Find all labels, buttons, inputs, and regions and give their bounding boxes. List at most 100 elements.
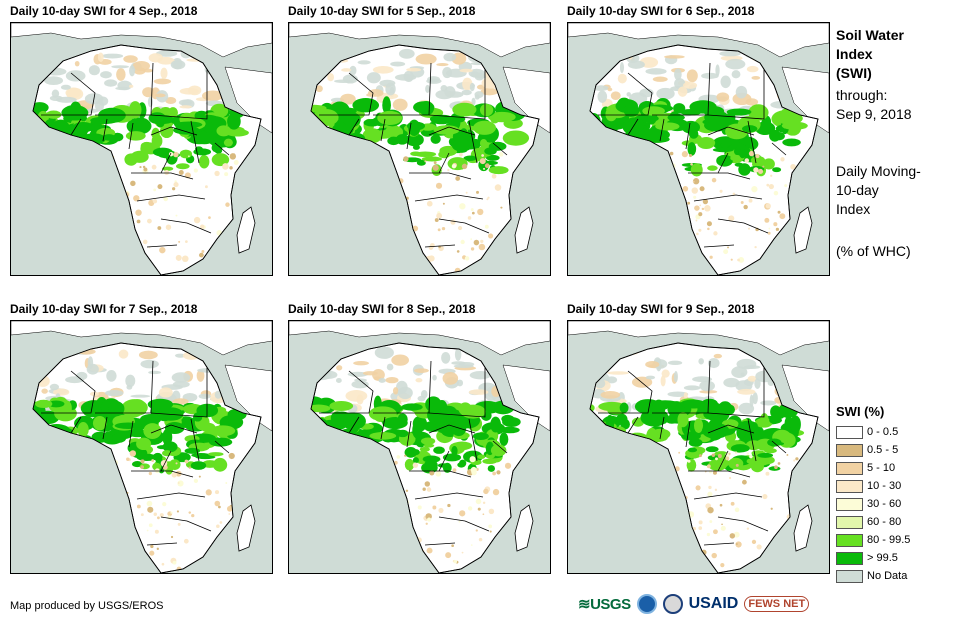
fews-net-logo: FEWS NET bbox=[744, 596, 810, 612]
africa-map bbox=[288, 22, 551, 276]
country-border bbox=[160, 218, 212, 234]
country-border bbox=[707, 69, 765, 120]
country-border bbox=[717, 450, 729, 472]
country-border bbox=[131, 172, 194, 180]
country-border bbox=[438, 450, 450, 472]
legend-swatch bbox=[836, 479, 863, 493]
legend-swatch bbox=[836, 425, 863, 439]
africa-map bbox=[288, 320, 551, 574]
country-border bbox=[438, 218, 490, 234]
africa-map bbox=[567, 320, 830, 574]
map-panel: Daily 10-day SWI for 5 Sep., 2018 bbox=[288, 4, 551, 276]
africa-map bbox=[10, 22, 273, 276]
country-border bbox=[409, 470, 472, 478]
europe-land bbox=[568, 23, 829, 58]
country-border bbox=[214, 142, 230, 156]
country-border bbox=[428, 69, 486, 120]
africa-map bbox=[567, 22, 830, 276]
country-border bbox=[150, 367, 208, 418]
legend-swatch bbox=[836, 569, 863, 583]
panel-title: Daily 10-day SWI for 4 Sep., 2018 bbox=[10, 4, 198, 18]
map-panel: Daily 10-day SWI for 8 Sep., 2018 bbox=[288, 302, 551, 574]
country-border bbox=[747, 120, 757, 164]
country-border bbox=[693, 492, 763, 500]
usgs-logo: ≋USGS bbox=[578, 596, 631, 613]
country-border bbox=[146, 542, 178, 546]
country-border bbox=[688, 172, 751, 180]
coastline bbox=[32, 342, 262, 573]
country-border bbox=[428, 126, 476, 136]
map-panel: Daily 10-day SWI for 9 Sep., 2018 bbox=[567, 302, 830, 574]
africa-map-svg bbox=[11, 23, 272, 275]
country-border bbox=[659, 416, 665, 440]
swi-raster bbox=[33, 49, 249, 275]
country-border bbox=[627, 118, 639, 136]
country-border bbox=[348, 416, 360, 434]
legend-item: 80 - 99.5 bbox=[836, 531, 910, 549]
country-border bbox=[160, 152, 172, 174]
country-border bbox=[160, 516, 212, 532]
country-border bbox=[707, 424, 755, 434]
country-border bbox=[688, 470, 751, 478]
africa-map-svg bbox=[289, 321, 550, 573]
arabia-land bbox=[224, 364, 272, 432]
country-border bbox=[438, 152, 450, 174]
country-border bbox=[414, 194, 484, 202]
country-border bbox=[160, 450, 172, 472]
map-panel: Daily 10-day SWI for 6 Sep., 2018 bbox=[567, 4, 830, 276]
country-border bbox=[128, 420, 134, 448]
arabia-land bbox=[224, 66, 272, 134]
coastline bbox=[310, 44, 540, 275]
country-border bbox=[428, 367, 486, 418]
africa-map-svg bbox=[568, 321, 829, 573]
country-border bbox=[406, 420, 412, 448]
country-border bbox=[128, 122, 134, 150]
legend-swatch bbox=[836, 515, 863, 529]
country-border bbox=[146, 244, 178, 248]
map-panel: Daily 10-day SWI for 7 Sep., 2018 bbox=[10, 302, 273, 574]
europe-land bbox=[568, 321, 829, 356]
country-border bbox=[468, 418, 478, 462]
country-border bbox=[414, 492, 484, 500]
country-border bbox=[627, 416, 639, 434]
legend-item: 5 - 10 bbox=[836, 459, 910, 477]
country-border bbox=[70, 118, 82, 136]
country-border bbox=[424, 244, 456, 248]
country-border bbox=[717, 516, 769, 532]
country-border bbox=[70, 416, 82, 434]
madagascar-landmass bbox=[793, 206, 813, 254]
index-title: Soil Water Index (SWI) bbox=[836, 27, 904, 81]
country-border bbox=[771, 142, 787, 156]
madagascar-landmass bbox=[236, 206, 256, 254]
credit-text: Map produced by USGS/EROS bbox=[10, 600, 164, 612]
country-border bbox=[492, 440, 508, 454]
country-border bbox=[150, 424, 198, 434]
legend: SWI (%) 0 - 0.5 0.5 - 5 5 - 10 10 - 30 3… bbox=[836, 404, 910, 585]
europe-land bbox=[11, 321, 272, 356]
index-description: Daily Moving- 10-day Index bbox=[836, 163, 921, 217]
legend-item: > 99.5 bbox=[836, 549, 910, 567]
madagascar-landmass bbox=[514, 206, 534, 254]
country-border bbox=[468, 120, 478, 164]
usaid-logo: USAID bbox=[688, 595, 739, 612]
legend-item: 0.5 - 5 bbox=[836, 441, 910, 459]
legend-swatch bbox=[836, 533, 863, 547]
country-border bbox=[771, 440, 787, 454]
legend-item: 30 - 60 bbox=[836, 495, 910, 513]
country-border bbox=[319, 72, 374, 116]
arabia-land bbox=[781, 66, 829, 134]
arabia-land bbox=[502, 364, 550, 432]
panel-title: Daily 10-day SWI for 5 Sep., 2018 bbox=[288, 4, 476, 18]
country-border bbox=[102, 416, 108, 440]
country-border bbox=[41, 72, 96, 116]
country-border bbox=[717, 218, 769, 234]
panel-title: Daily 10-day SWI for 9 Sep., 2018 bbox=[567, 302, 755, 316]
country-border bbox=[747, 418, 757, 462]
swi-raster bbox=[590, 349, 805, 573]
legend-title: SWI (%) bbox=[836, 404, 885, 419]
swi-raster bbox=[311, 346, 521, 572]
country-border bbox=[428, 424, 476, 434]
country-border bbox=[703, 244, 735, 248]
arabia-land bbox=[781, 364, 829, 432]
legend-item: 0 - 0.5 bbox=[836, 423, 910, 441]
